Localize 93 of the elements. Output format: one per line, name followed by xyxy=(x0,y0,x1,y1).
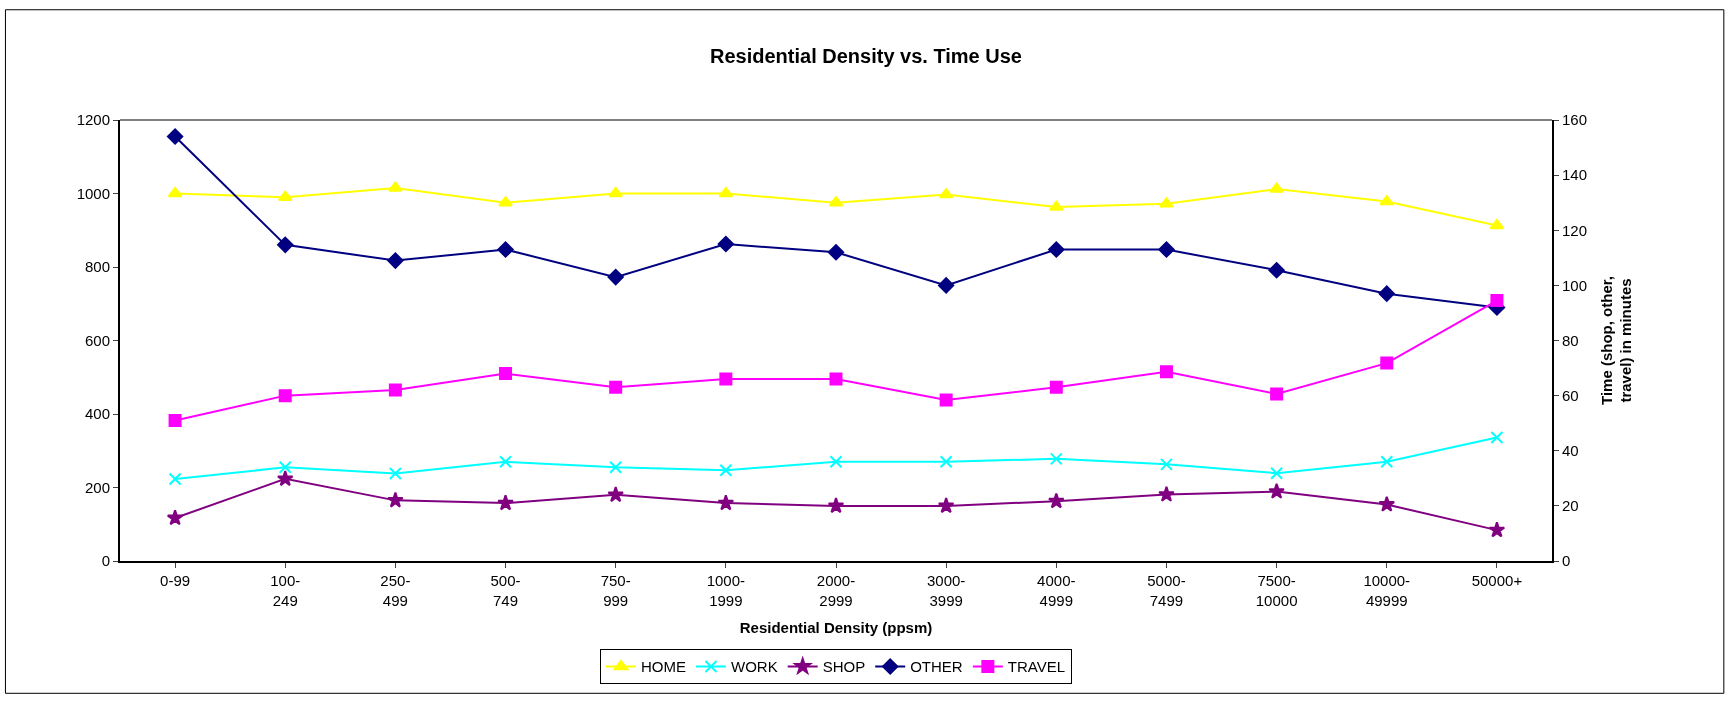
point xyxy=(1490,294,1504,308)
y-tick-label: 200 xyxy=(84,478,110,496)
x-tick-label: 1000-1999 xyxy=(706,572,746,609)
y2-tick-label: 100 xyxy=(1562,276,1588,294)
x-tick-label: 100-249 xyxy=(270,572,301,609)
point xyxy=(277,236,294,254)
x-axis-title: Residential Density (ppsm) xyxy=(739,619,933,636)
legend-label: TRAVEL xyxy=(1007,658,1066,676)
point xyxy=(168,413,182,427)
y-tick-label: 1200 xyxy=(76,111,110,129)
y2-tick-label: 40 xyxy=(1562,442,1579,459)
y2-tick-label: 140 xyxy=(1562,166,1588,184)
legend-label: HOME xyxy=(641,658,686,676)
point xyxy=(937,497,955,514)
point xyxy=(607,268,624,286)
point xyxy=(1048,241,1065,258)
x-tick-label: 4000-4999 xyxy=(1037,572,1076,609)
y2-tick-label: 160 xyxy=(1562,111,1588,129)
y-tick-label: 800 xyxy=(84,258,110,276)
point xyxy=(1270,466,1284,480)
point xyxy=(166,128,184,145)
y2-tick-label: 0 xyxy=(1562,552,1571,570)
x-tick-label: 10000-49999 xyxy=(1363,572,1411,609)
point xyxy=(1049,380,1063,394)
point xyxy=(276,470,294,487)
point xyxy=(1268,262,1285,279)
point xyxy=(827,244,845,261)
point xyxy=(1269,182,1284,193)
y2-axis-title: Time (shop, other, travel) in minutes xyxy=(1597,276,1635,405)
point xyxy=(388,467,402,481)
point xyxy=(829,455,843,469)
point xyxy=(499,455,513,469)
point xyxy=(938,277,955,294)
point xyxy=(388,181,403,192)
point xyxy=(1158,485,1175,502)
point xyxy=(939,455,953,469)
point xyxy=(719,463,733,477)
point xyxy=(609,460,623,474)
legend-label: SHOP xyxy=(822,658,866,676)
y-tick-label: 1000 xyxy=(76,184,110,202)
point xyxy=(829,372,843,386)
point xyxy=(497,241,514,258)
point xyxy=(607,486,625,503)
point xyxy=(719,372,733,386)
point xyxy=(1047,492,1065,509)
point xyxy=(387,252,404,269)
point xyxy=(278,389,292,403)
point xyxy=(1489,218,1505,230)
point xyxy=(1158,241,1175,258)
y2-tick-label: 60 xyxy=(1562,386,1579,404)
x-tick-label: 250-499 xyxy=(380,572,411,609)
point xyxy=(1159,457,1173,471)
x-tick-label: 500-749 xyxy=(490,572,521,609)
point xyxy=(1049,452,1063,466)
point xyxy=(1380,455,1394,469)
point xyxy=(166,509,184,526)
point xyxy=(939,393,953,407)
x-tick-label: 5000-7499 xyxy=(1147,572,1186,609)
point xyxy=(1488,521,1506,538)
point xyxy=(717,235,734,253)
point xyxy=(168,472,182,486)
point xyxy=(497,494,514,511)
y2-tick-label: 80 xyxy=(1562,331,1579,349)
point xyxy=(827,497,845,514)
y-tick-label: 400 xyxy=(84,405,110,423)
point xyxy=(1159,365,1173,379)
y-tick-label: 600 xyxy=(84,331,110,349)
x-tick-label: 3000-3999 xyxy=(926,572,966,609)
point xyxy=(1490,431,1504,445)
point xyxy=(717,494,735,511)
point xyxy=(387,491,404,508)
x-tick-label: 0-99 xyxy=(160,572,191,589)
point xyxy=(1270,387,1284,401)
point xyxy=(1159,197,1174,208)
legend-label: OTHER xyxy=(910,658,963,676)
y-tick-label: 0 xyxy=(101,552,110,570)
point xyxy=(388,383,402,397)
point xyxy=(1268,482,1285,499)
legend-label: WORK xyxy=(731,658,778,676)
x-tick-label: 2000-2999 xyxy=(816,572,856,609)
point xyxy=(1380,356,1394,370)
point xyxy=(1378,285,1395,302)
chart-title: Residential Density vs. Time Use xyxy=(710,45,1022,68)
y2-tick-label: 20 xyxy=(1562,497,1579,515)
point xyxy=(1378,495,1396,512)
x-tick-label: 50000+ xyxy=(1471,572,1523,589)
point xyxy=(499,367,513,381)
x-tick-label: 7500-10000 xyxy=(1255,572,1298,609)
x-tick-label: 750-999 xyxy=(600,572,631,609)
point xyxy=(609,380,623,394)
point xyxy=(498,196,513,207)
y2-tick-label: 120 xyxy=(1562,221,1588,239)
point xyxy=(278,460,292,474)
